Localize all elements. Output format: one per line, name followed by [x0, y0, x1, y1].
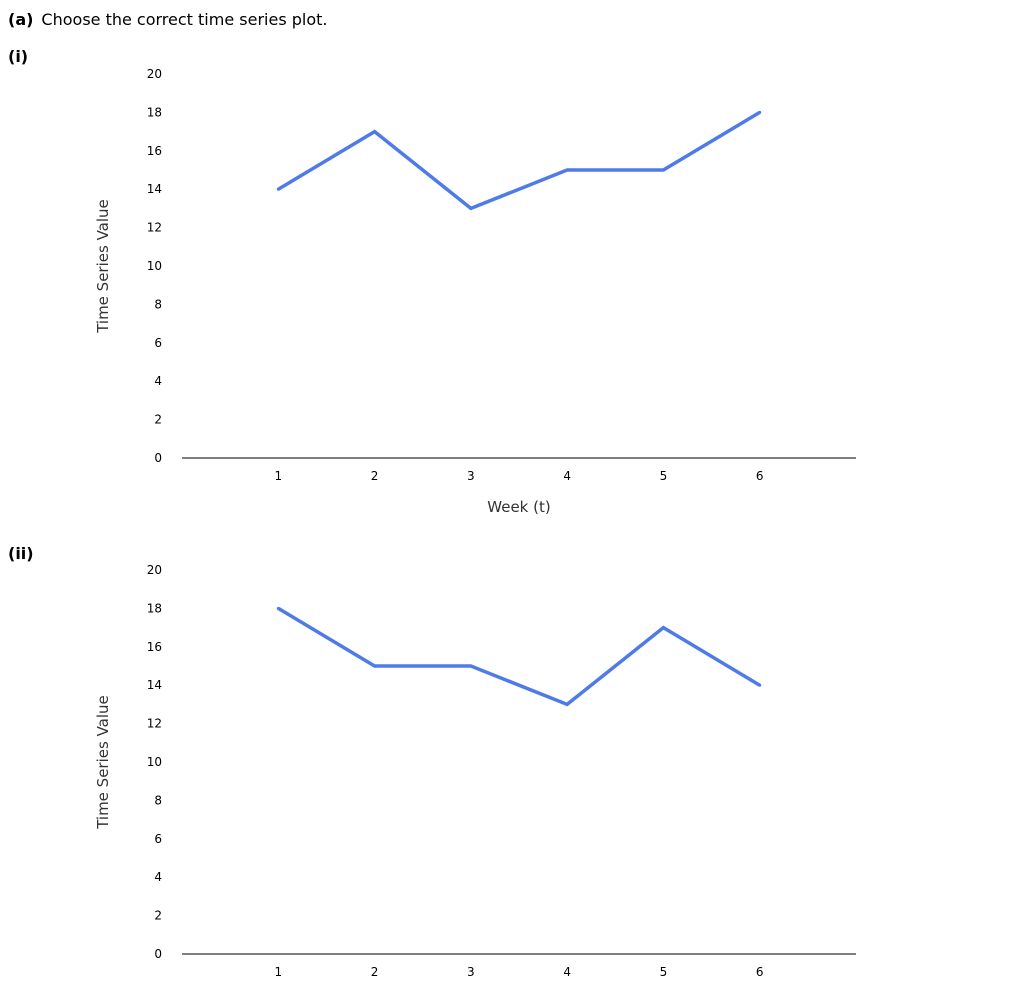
- y-axis-label: Time Series Value: [94, 695, 112, 830]
- y-tick-label: 20: [147, 563, 162, 577]
- x-tick-label: 3: [467, 965, 475, 979]
- y-tick-label: 14: [147, 182, 162, 196]
- y-tick-label: 14: [147, 678, 162, 692]
- data-point: [373, 664, 377, 668]
- y-tick-label: 10: [147, 259, 162, 273]
- y-tick-label: 8: [154, 297, 162, 311]
- x-tick-label: 1: [274, 469, 282, 483]
- x-tick-label: 5: [660, 469, 668, 483]
- data-point: [373, 130, 377, 134]
- y-tick-label: 2: [154, 413, 162, 427]
- option-label-i[interactable]: (i): [8, 47, 29, 66]
- y-tick-label: 10: [147, 755, 162, 769]
- data-point: [758, 683, 762, 687]
- data-point: [276, 187, 280, 191]
- y-tick-label: 16: [147, 144, 162, 158]
- data-point: [661, 626, 665, 630]
- x-tick-label: 2: [371, 469, 379, 483]
- x-tick-label: 4: [563, 469, 571, 483]
- option-label-ii[interactable]: (ii): [8, 544, 34, 563]
- y-tick-label: 18: [147, 105, 162, 119]
- y-tick-label: 20: [147, 67, 162, 81]
- series-line: [277, 606, 761, 707]
- y-tick-label: 12: [147, 221, 162, 235]
- data-point: [469, 206, 473, 210]
- x-axis-label: Week (t): [487, 498, 550, 516]
- y-tick-label: 12: [147, 717, 162, 731]
- y-tick-label: 4: [154, 374, 162, 388]
- data-point: [469, 664, 473, 668]
- x-tick-label: 5: [660, 965, 668, 979]
- x-tick-label: 1: [274, 965, 282, 979]
- question-text: Choose the correct time series plot.: [41, 10, 328, 29]
- y-tick-label: 2: [154, 909, 162, 923]
- data-point: [276, 606, 280, 610]
- data-point: [565, 702, 569, 706]
- data-point: [661, 168, 665, 172]
- y-tick-label: 18: [147, 601, 162, 615]
- question-prompt: (a) Choose the correct time series plot.: [8, 10, 327, 30]
- x-tick-label: 6: [756, 469, 764, 483]
- y-tick-label: 4: [154, 870, 162, 884]
- y-tick-label: 0: [154, 947, 162, 961]
- x-tick-label: 3: [467, 469, 475, 483]
- y-tick-label: 0: [154, 451, 162, 465]
- data-point: [758, 110, 762, 114]
- y-axis-label: Time Series Value: [94, 199, 112, 334]
- y-tick-label: 6: [154, 832, 162, 846]
- data-point: [565, 168, 569, 172]
- question-label: (a): [8, 10, 34, 29]
- y-tick-label: 16: [147, 640, 162, 654]
- x-tick-label: 6: [756, 965, 764, 979]
- series-line: [277, 110, 761, 211]
- y-tick-label: 6: [154, 336, 162, 350]
- x-tick-label: 2: [371, 965, 379, 979]
- y-tick-label: 8: [154, 793, 162, 807]
- x-tick-label: 4: [563, 965, 571, 979]
